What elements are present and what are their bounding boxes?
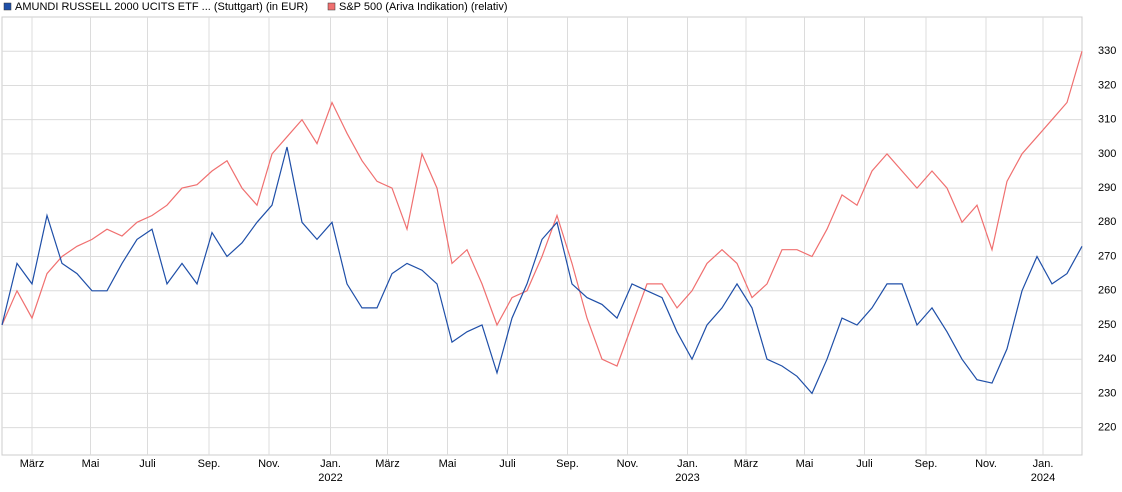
x-tick-label: März [734,458,758,470]
x-tick-label: Mai [439,458,457,470]
plot-frame [1,16,1083,456]
x-tick-label: Nov. [975,458,997,470]
y-tick-label: 220 [1098,422,1116,434]
y-tick-label: 320 [1098,79,1116,91]
y-tick-label: 290 [1098,182,1116,194]
x-tick-label: Sep. [556,458,579,470]
x-tick-label: Jan. [320,458,341,470]
y-tick-label: 270 [1098,250,1116,262]
x-tick-label: März [375,458,399,470]
x-tick-label: Juli [499,458,516,470]
x-tick-label: Juli [856,458,873,470]
x-tick-label: Mai [796,458,814,470]
legend-swatch [3,2,12,11]
y-tick-label: 240 [1098,353,1116,365]
series-line [1,146,1083,395]
legend-swatch [327,2,336,11]
x-tick-label: Sep. [915,458,938,470]
x-tick-label: März [20,458,44,470]
legend-label: S&P 500 (Ariva Indikation) (relativ) [339,1,508,13]
x-tick-label: Nov. [258,458,280,470]
x-tick-label: Juli [139,458,156,470]
y-tick-label: 260 [1098,285,1116,297]
y-tick-label: 310 [1098,114,1116,126]
x-tick-label: Sep. [198,458,221,470]
x-tick-label: Mai [82,458,100,470]
y-tick-label: 300 [1098,148,1116,160]
x-tick-label: Jan. [1033,458,1054,470]
x-tick-label: Nov. [617,458,639,470]
y-tick-label: 280 [1098,216,1116,228]
legend-label: AMUNDI RUSSELL 2000 UCITS ETF ... (Stutt… [15,1,308,13]
year-label: 2024 [1031,472,1055,484]
y-tick-label: 230 [1098,387,1116,399]
year-label: 2022 [318,472,342,484]
x-tick-label: Jan. [677,458,698,470]
y-tick-label: 250 [1098,319,1116,331]
year-label: 2023 [675,472,699,484]
y-tick-label: 330 [1098,45,1116,57]
series-line [1,51,1083,367]
